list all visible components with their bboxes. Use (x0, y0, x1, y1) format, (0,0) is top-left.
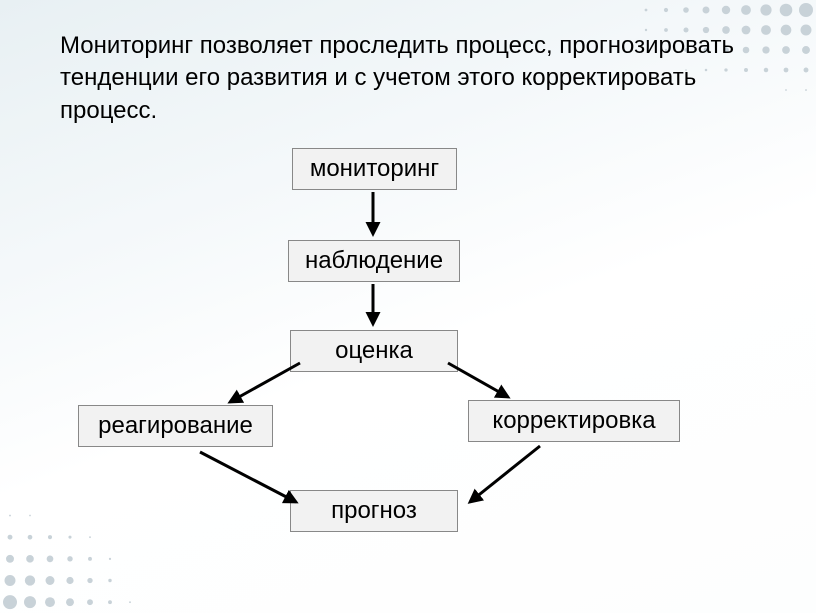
edge-reaction-forecast (200, 452, 296, 502)
arrows (0, 0, 816, 613)
edge-correction-forecast (470, 446, 540, 502)
edge-assessment-reaction (230, 363, 300, 402)
edge-assessment-correction (448, 363, 508, 397)
